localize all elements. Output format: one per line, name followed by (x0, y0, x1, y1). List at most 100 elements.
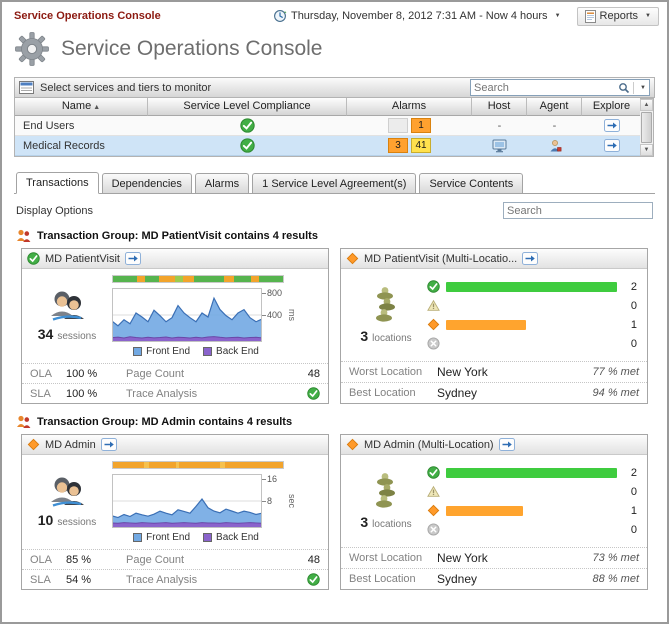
normal-status-icon (240, 138, 255, 153)
worst-location-name: New York (437, 551, 488, 565)
severity-bar (446, 505, 523, 516)
severity-row-warning[interactable]: 0 (427, 298, 637, 313)
column-header-name[interactable]: Name ▲ (15, 98, 148, 116)
explore-button[interactable] (603, 139, 620, 152)
severity-count: 0 (630, 337, 637, 350)
explore-button[interactable] (125, 252, 141, 265)
severity-count: 2 (630, 466, 637, 479)
critical-status-icon (346, 438, 359, 451)
best-location-name: Sydney (437, 386, 478, 400)
reports-label: Reports (599, 10, 639, 22)
scroll-down-icon[interactable]: ▼ (640, 144, 653, 156)
severity-row-warning[interactable]: 0 (427, 484, 637, 499)
sort-asc-icon: ▲ (93, 104, 101, 111)
cell-agent (527, 136, 582, 156)
sessions-summary: 10 sessions (28, 459, 106, 545)
column-header-explore[interactable]: Explore (582, 98, 641, 116)
cell-explore (582, 136, 641, 156)
locations-label: locations (372, 333, 412, 344)
select-services-icon[interactable] (19, 81, 34, 94)
tab-service-level-agreements[interactable]: 1 Service Level Agreement(s) (252, 173, 417, 193)
reports-button[interactable]: Reports ▼ (576, 6, 659, 26)
chevron-down-icon: ▼ (645, 13, 651, 19)
card-metrics: OLA 85 % Page Count 48 SLA 54 % Trace An… (22, 549, 328, 589)
cell-name[interactable]: Medical Records (15, 136, 148, 156)
multi-location-card: MD PatientVisit (Multi-Locatio... 3 loca… (340, 248, 648, 404)
transaction-group-icon (16, 415, 31, 429)
clock-icon (273, 9, 287, 23)
page-count-label: Page Count (126, 553, 185, 566)
transactions-search-input[interactable] (503, 202, 653, 219)
severity-row-critical[interactable]: 1 (427, 503, 637, 518)
trace-analysis-label: Trace Analysis (126, 573, 198, 586)
page-count-value: 48 (307, 367, 320, 380)
group-title-text: Transaction Group: MD Admin contains 4 r… (37, 416, 293, 428)
severity-row-fatal[interactable]: 0 (427, 522, 637, 537)
tab-transactions[interactable]: Transactions (16, 172, 99, 194)
transaction-group-icon (16, 229, 31, 243)
alarm-count-critical[interactable]: 3 (388, 138, 408, 153)
search-icon[interactable] (618, 82, 630, 94)
table-row-medical-records[interactable]: Medical Records 3 41 (15, 136, 641, 156)
search-options-chevron-icon[interactable]: ▼ (640, 84, 646, 91)
ola-label: OLA (30, 553, 53, 566)
tab-service-contents[interactable]: Service Contents (419, 173, 524, 193)
sla-value: 54 % (66, 573, 92, 586)
scrollbar-thumb[interactable] (641, 112, 652, 143)
explore-button[interactable] (498, 438, 515, 451)
service-search-input[interactable] (474, 81, 616, 94)
explore-button[interactable] (603, 119, 620, 132)
severity-bar-track (446, 319, 617, 330)
filter-row: Display Options (14, 194, 655, 222)
time-range-control[interactable]: Thursday, November 8, 2012 7:31 AM - Now… (269, 8, 565, 24)
column-header-agent[interactable]: Agent (527, 98, 582, 116)
locations-icon (372, 472, 400, 509)
normal-status-icon (427, 280, 440, 293)
tab-alarms[interactable]: Alarms (194, 173, 250, 193)
card-title-bar: MD PatientVisit (Multi-Locatio... (341, 249, 647, 269)
critical-status-icon (427, 504, 440, 517)
cell-alarms: 3 41 (347, 136, 472, 156)
locations-label: locations (372, 519, 412, 530)
worst-location-name: New York (437, 365, 488, 379)
cell-name[interactable]: End Users (15, 116, 148, 136)
explore-button[interactable] (522, 252, 539, 265)
column-header-host[interactable]: Host (472, 98, 527, 116)
alarm-count-warning[interactable]: 41 (411, 138, 431, 153)
cell-host (472, 136, 527, 156)
scroll-up-icon[interactable]: ▲ (640, 99, 653, 111)
select-services-label[interactable]: Select services and tiers to monitor (40, 81, 212, 94)
cell-explore (582, 116, 641, 136)
front-end-legend-label: Front End (146, 346, 191, 357)
breadcrumb[interactable]: Service Operations Console (14, 10, 161, 22)
trace-analysis-status-icon (276, 387, 320, 400)
best-location-met: 94 % met (592, 387, 639, 399)
host-icon[interactable] (492, 139, 508, 153)
severity-row-critical[interactable]: 1 (427, 317, 637, 332)
severity-bar-track (446, 505, 617, 516)
tab-dependencies[interactable]: Dependencies (101, 173, 192, 193)
table-scrollbar[interactable]: ▲ ▼ (640, 98, 654, 157)
sessions-icon (47, 476, 87, 507)
agent-icon[interactable] (548, 139, 562, 153)
display-options-toggle[interactable]: Display Options (16, 204, 94, 217)
response-time-chart (112, 474, 262, 528)
alarm-count-critical[interactable]: 1 (411, 118, 431, 133)
alarm-count-empty[interactable] (388, 118, 408, 133)
page-count-label: Page Count (126, 367, 185, 380)
severity-row-normal[interactable]: 2 (427, 279, 637, 294)
best-location-label: Best Location (349, 387, 416, 399)
table-row-end-users[interactable]: End Users 1 - - (15, 116, 641, 136)
severity-bar (446, 319, 527, 330)
severity-bar-track (446, 301, 617, 311)
severity-bar-track (446, 487, 617, 497)
sla-value: 100 % (66, 387, 98, 400)
cell-host: - (472, 116, 527, 136)
column-header-alarms[interactable]: Alarms (347, 98, 472, 116)
severity-bar (446, 281, 617, 292)
severity-row-normal[interactable]: 2 (427, 465, 637, 480)
severity-row-fatal[interactable]: 0 (427, 336, 637, 351)
explore-button[interactable] (100, 438, 117, 451)
column-header-compliance[interactable]: Service Level Compliance (148, 98, 347, 116)
